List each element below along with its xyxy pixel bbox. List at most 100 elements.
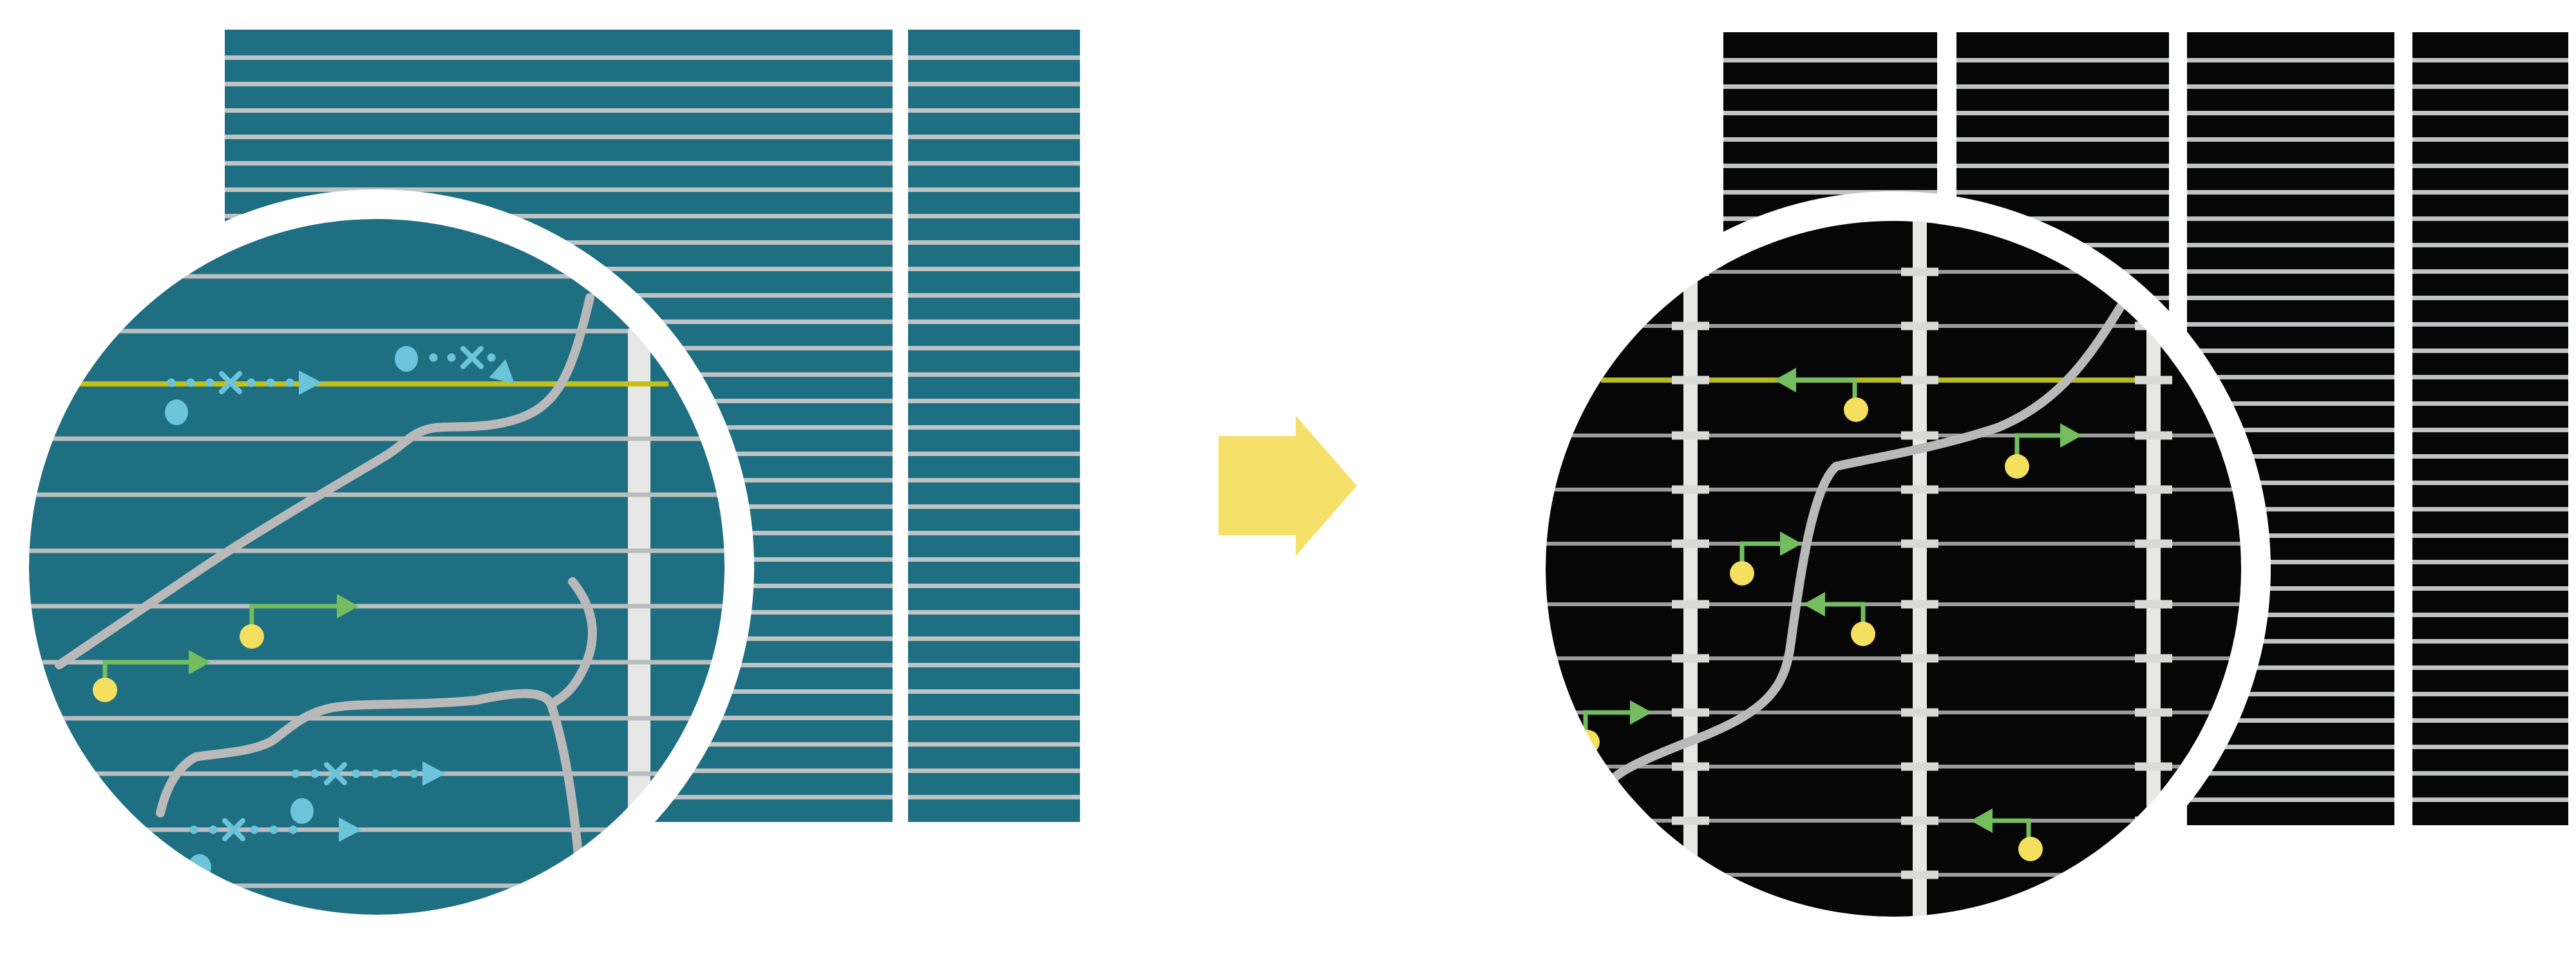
cell-finger-line <box>2412 137 2568 142</box>
cell-finger-line <box>2187 243 2394 247</box>
electron-dot <box>291 769 300 778</box>
transfer-arrow <box>1218 415 1357 556</box>
blocked-electron-arrow <box>165 370 322 425</box>
cell-finger-line <box>2412 718 2568 723</box>
cell-finger-line <box>2412 401 2568 406</box>
right-magnifier <box>1516 191 2271 946</box>
magnified-finger-line <box>29 604 724 609</box>
busbar-finger-stub <box>628 436 650 441</box>
carrier-dot <box>1730 561 1754 586</box>
cell-finger-line <box>908 135 1080 139</box>
collected-electron-arrow <box>2005 423 2082 479</box>
busbar-pad <box>1901 321 1938 330</box>
cell-finger-line <box>225 55 893 60</box>
busbar-pad <box>1672 816 1709 825</box>
cell-finger-line <box>908 557 1080 562</box>
recombination-x-icon <box>460 346 484 369</box>
magnified-finger-line <box>1546 819 2241 823</box>
magnifier-background <box>29 219 724 915</box>
electron-dot <box>390 769 399 778</box>
cell-finger-line <box>2187 613 2394 617</box>
cell-finger-line <box>1956 84 2169 89</box>
busbar-finger-stub <box>628 771 650 776</box>
cell-finger-line <box>225 214 893 218</box>
electron-dot <box>310 769 319 778</box>
busbar-finger-stub <box>628 492 650 497</box>
cell-finger-line <box>2412 665 2568 670</box>
cell-finger-line <box>2412 111 2568 115</box>
collected-electron-arrow <box>1774 368 1868 422</box>
grain-boundary-line <box>1607 297 2128 785</box>
busbar-pad <box>1672 485 1709 494</box>
cell-finger-line <box>2412 296 2568 300</box>
electron-dot <box>205 378 214 387</box>
cell-finger-line <box>2187 58 2394 62</box>
busbar-pad <box>1901 485 1938 494</box>
busbar-pad <box>1901 539 1938 548</box>
magnified-finger-line <box>29 827 724 832</box>
cell-finger-line <box>908 267 1080 271</box>
magnified-finger-line <box>1546 765 2241 769</box>
cell-finger-line <box>2412 269 2568 274</box>
electron-dot <box>167 378 176 387</box>
cell-finger-line <box>2187 164 2394 168</box>
busbar-pad <box>2135 376 2172 385</box>
cell-finger-line <box>2412 84 2568 89</box>
collect-path-line <box>249 604 339 633</box>
busbar-pad <box>1672 762 1709 771</box>
electron-dot <box>250 825 259 834</box>
recombination-x-icon <box>324 762 347 785</box>
magnifier-background <box>1546 221 2241 917</box>
cell-finger-line <box>1723 58 1937 62</box>
cell-finger-line <box>2187 771 2394 776</box>
magnified-finger-line <box>29 660 724 665</box>
magnified-finger-line <box>1546 270 2241 274</box>
collected-electron-arrow <box>1803 592 1875 646</box>
electron-dot <box>352 769 361 778</box>
collect-arrowhead-icon <box>1630 700 1652 725</box>
cell-finger-line <box>908 425 1080 430</box>
cell-finger-line <box>2412 243 2568 247</box>
blocked-arrowhead-icon <box>339 817 362 842</box>
emitter-line <box>64 381 668 387</box>
collect-path-line <box>1823 602 1866 630</box>
cell-finger-line <box>225 82 893 86</box>
recombination-x-icon <box>222 818 245 841</box>
cell-finger-line <box>2187 137 2394 142</box>
cell-finger-line <box>2412 745 2568 749</box>
cell-finger-line <box>2412 164 2568 168</box>
cell-finger-line <box>2187 586 2394 591</box>
cell-finger-line <box>2187 375 2394 379</box>
cell-finger-line <box>1723 111 1937 115</box>
cell-finger-line <box>225 108 893 113</box>
busbar-pad <box>1672 376 1709 385</box>
busbar-pad <box>1672 539 1709 548</box>
collected-electron-arrow <box>1730 531 1802 586</box>
magnified-finger-line <box>29 274 724 279</box>
electron-dot <box>410 769 419 778</box>
busbar-finger-stub <box>628 548 650 553</box>
right-magnifier-content <box>1546 221 2241 917</box>
cell-finger-line <box>908 795 1080 799</box>
cell-finger-line <box>908 82 1080 86</box>
busbar-pad <box>1901 267 1938 276</box>
collect-arrowhead-icon <box>1971 808 1993 833</box>
magnified-finger-line <box>29 883 724 888</box>
cell-finger-line <box>1956 111 2169 115</box>
recombination-x-icon <box>219 371 242 394</box>
electron-dot <box>289 825 298 834</box>
collected-electron-arrow <box>240 594 359 649</box>
cell-finger-line <box>908 742 1080 747</box>
magnified-finger-line <box>29 548 724 553</box>
cell-finger-line <box>2187 111 2394 115</box>
collect-path-line <box>1739 541 1783 569</box>
busbar-pad <box>2135 870 2172 879</box>
blocked-arrowhead-icon <box>489 359 515 384</box>
busbar-pad <box>2135 600 2172 609</box>
cell-finger-line <box>2412 481 2568 485</box>
cell-finger-line <box>2187 190 2394 195</box>
busbar-pad <box>1901 762 1938 771</box>
busbar-pad <box>2135 431 2172 440</box>
